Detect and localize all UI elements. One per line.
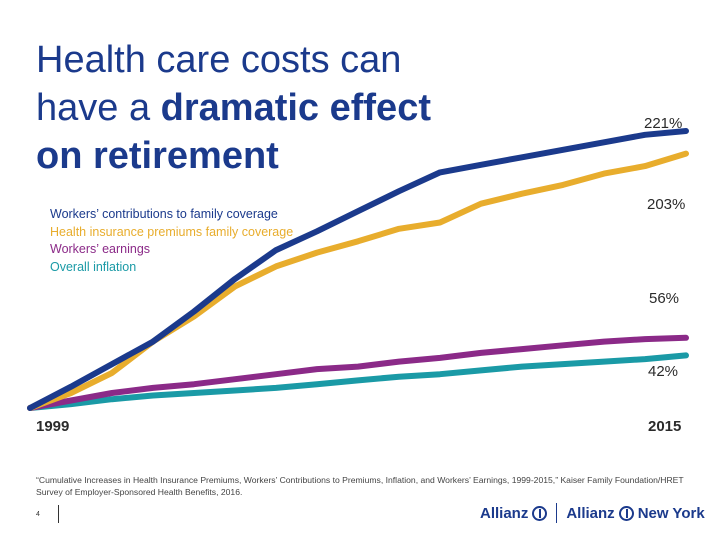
series-line-premiums xyxy=(27,150,689,411)
end-label-inflation: 42% xyxy=(648,363,679,380)
legend-item-inflation: Overall inflation xyxy=(50,259,137,274)
source-citation: “Cumulative Increases in Health Insuranc… xyxy=(36,475,684,497)
title-line-3-bold: on retirement xyxy=(36,135,279,177)
series-line-inflation xyxy=(27,352,689,411)
allianz-new-york-logo: Allianz New York xyxy=(566,505,704,522)
end-label-contributions: 221% xyxy=(644,115,683,132)
allianz-ny-logo-text: Allianz xyxy=(566,504,615,522)
chart-legend: Workers’ contributions to family coverag… xyxy=(50,206,293,276)
logo-divider xyxy=(556,503,558,523)
page-divider xyxy=(58,505,59,523)
title-line-2-bold: dramatic effect xyxy=(160,87,431,129)
x-tick-label-end: 2015 xyxy=(648,418,682,435)
slide-title: Health care costs can have a dramatic ef… xyxy=(36,36,476,180)
title-line-2-prefix: have a xyxy=(36,87,161,129)
end-label-earnings: 56% xyxy=(649,290,680,307)
x-tick-label-start: 1999 xyxy=(36,418,70,435)
allianz-ny-suffix: New York xyxy=(637,504,705,522)
series-line-earnings xyxy=(27,334,689,411)
brand-logos: Allianz Allianz New York xyxy=(480,503,705,523)
title-line-2: have a dramatic effect xyxy=(36,84,476,132)
allianz-logo: Allianz xyxy=(480,504,548,522)
legend-item-premiums: Health insurance premiums family coverag… xyxy=(50,224,294,239)
end-label-premiums: 203% xyxy=(647,196,686,213)
series-line-contributions xyxy=(27,128,689,411)
legend-item-earnings: Workers’ earnings xyxy=(50,242,151,256)
page-number: 4 xyxy=(36,511,40,518)
allianz-logo-text: Allianz xyxy=(480,504,529,522)
title-line-3: on retirement xyxy=(36,132,476,180)
legend-item-contributions: Workers’ contributions to family coverag… xyxy=(50,207,278,221)
allianz-ny-eagle-icon xyxy=(618,505,634,521)
title-line-1: Health care costs can xyxy=(36,39,402,81)
allianz-eagle-icon xyxy=(532,505,548,521)
